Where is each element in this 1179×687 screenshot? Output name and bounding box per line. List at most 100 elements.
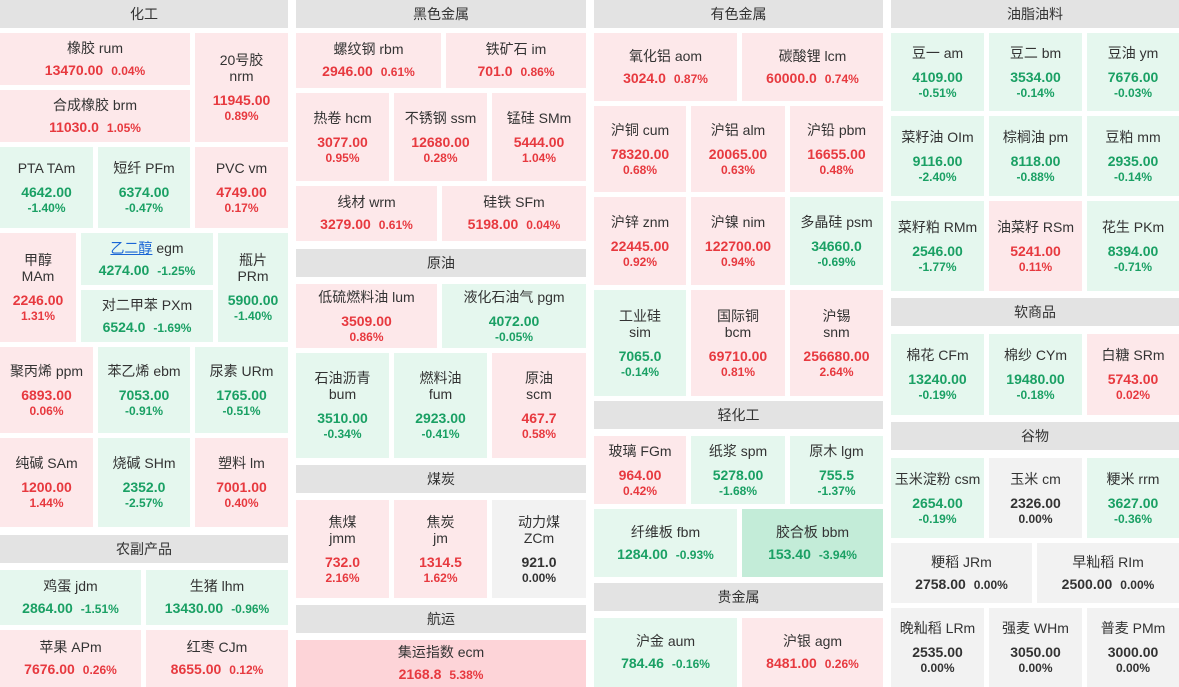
contract-tile[interactable]: 沪锌 znm 22445.00 0.92% — [594, 197, 686, 285]
contract-tile[interactable]: 菜籽油 OIm 9116.00 -2.40% — [891, 116, 984, 196]
contract-tile[interactable]: 线材 wrm 3279.00 0.61% — [296, 186, 437, 241]
contract-tile[interactable]: 豆一 am 4109.00 -0.51% — [891, 33, 984, 111]
contract-change: 5.38% — [449, 668, 484, 682]
contract-name: 鸡蛋 jdm — [43, 578, 98, 594]
contract-name: 苯乙烯 ebm — [107, 362, 181, 379]
contract-tile[interactable]: 强麦 WHm 3050.00 0.00% — [989, 608, 1082, 687]
contract-change: 0.02% — [1115, 388, 1151, 402]
contract-tile[interactable]: 动力煤 ZCm 921.0 0.00% — [492, 500, 586, 598]
contract-change: -0.14% — [1113, 169, 1153, 184]
contract-tile[interactable]: 烧碱 SHm 2352.0 -2.57% — [98, 438, 190, 527]
contract-tile[interactable]: 沪银 agm 8481.00 0.26% — [742, 618, 883, 687]
contract-tile[interactable]: 合成橡胶 brm 11030.0 1.05% — [0, 90, 190, 142]
contract-tile[interactable]: 国际铜 bcm 69710.00 0.81% — [691, 290, 785, 396]
contract-change: -0.88% — [1016, 169, 1055, 184]
contract-tile[interactable]: 粳稻 JRm 2758.00 0.00% — [891, 543, 1032, 603]
contract-tile[interactable]: 沪铜 cum 78320.00 0.68% — [594, 106, 686, 192]
contract-tile[interactable]: 焦炭 jm 1314.5 1.62% — [394, 500, 487, 598]
contract-tile[interactable]: 沪锡 snm 256680.00 2.64% — [790, 290, 883, 396]
contract-tile[interactable]: 豆油 ym 7676.00 -0.03% — [1087, 33, 1179, 111]
contract-tile[interactable]: 原油 scm 467.7 0.58% — [492, 353, 586, 458]
contract-name[interactable]: 乙二醇 egm — [110, 239, 184, 256]
contract-tile[interactable]: 胶合板 bbm 153.40 -3.94% — [742, 509, 883, 577]
contract-tile[interactable]: 沪铝 alm 20065.00 0.63% — [691, 106, 785, 192]
contract-tile[interactable]: 鸡蛋 jdm 2864.00 -1.51% — [0, 570, 141, 625]
contract-change: -0.47% — [124, 201, 164, 215]
contract-tile[interactable]: 纸浆 spm 5278.00 -1.68% — [691, 436, 785, 504]
contract-tile[interactable]: 菜籽粕 RMm 2546.00 -1.77% — [891, 201, 984, 291]
contract-tile[interactable]: 多晶硅 psm 34660.0 -0.69% — [790, 197, 883, 285]
contract-price: 256680.00 — [803, 347, 870, 364]
contract-price: 22445.00 — [610, 237, 670, 254]
contract-tile[interactable]: 玉米淀粉 csm 2654.00 -0.19% — [891, 458, 984, 538]
contract-price: 6524.0 — [102, 318, 146, 335]
contract-tile[interactable]: 碳酸锂 lcm 60000.0 0.74% — [742, 33, 883, 101]
contract-tile[interactable]: 短纤 PFm 6374.00 -0.47% — [98, 147, 190, 228]
contract-tile[interactable]: 焦煤 jmm 732.0 2.16% — [296, 500, 389, 598]
contract-change: 0.63% — [720, 162, 756, 177]
contract-tile[interactable]: 纯碱 SAm 1200.00 1.44% — [0, 438, 93, 527]
contract-tile[interactable]: 20号胶 nrm 11945.00 0.89% — [195, 33, 288, 142]
contract-tile[interactable]: 花生 PKm 8394.00 -0.71% — [1087, 201, 1179, 291]
contract-tile[interactable]: 苹果 APm 7676.00 0.26% — [0, 630, 141, 687]
contract-tile[interactable]: 豆二 bm 3534.00 -0.14% — [989, 33, 1082, 111]
contract-tile[interactable]: 不锈钢 ssm 12680.00 0.28% — [394, 93, 487, 181]
contract-tile[interactable]: 沪镍 nim 122700.00 0.94% — [691, 197, 785, 285]
contract-tile[interactable]: 集运指数 ecm 2168.8 5.38% — [296, 640, 586, 687]
contract-tile[interactable]: 乙二醇 egm 4274.00 -1.25% — [81, 233, 213, 285]
contract-tile[interactable]: 晚籼稻 LRm 2535.00 0.00% — [891, 608, 984, 687]
contract-tile[interactable]: 白糖 SRm 5743.00 0.02% — [1087, 334, 1179, 415]
contract-tile[interactable]: 纤维板 fbm 1284.00 -0.93% — [594, 509, 737, 577]
contract-name: 晚籼稻 LRm — [899, 620, 976, 636]
contract-price: 2535.00 — [912, 644, 963, 660]
contract-tile[interactable]: 尿素 URm 1765.00 -0.51% — [195, 347, 288, 433]
contract-name: 纯碱 SAm — [15, 455, 78, 471]
contract-tile[interactable]: 热卷 hcm 3077.00 0.95% — [296, 93, 389, 181]
contract-price: 4109.00 — [912, 68, 963, 85]
contract-tile[interactable]: 棕榈油 pm 8118.00 -0.88% — [989, 116, 1082, 196]
contract-tile[interactable]: 苯乙烯 ebm 7053.00 -0.91% — [98, 347, 190, 433]
contract-name: 豆二 bm — [1009, 44, 1062, 61]
contract-tile[interactable]: 低硫燃料油 lum 3509.00 0.86% — [296, 284, 437, 348]
contract-tile[interactable]: 螺纹钢 rbm 2946.00 0.61% — [296, 33, 441, 88]
contract-tile[interactable]: 沪铅 pbm 16655.00 0.48% — [790, 106, 883, 192]
contract-tile[interactable]: 豆粕 mm 2935.00 -0.14% — [1087, 116, 1179, 196]
contract-tile[interactable]: 早籼稻 RIm 2500.00 0.00% — [1037, 543, 1179, 603]
contract-tile[interactable]: 生猪 lhm 13430.00 -0.96% — [146, 570, 288, 625]
contract-change: 0.26% — [824, 657, 859, 671]
contract-tile[interactable]: 聚丙烯 ppm 6893.00 0.06% — [0, 347, 93, 433]
contract-price: 19480.00 — [1006, 371, 1065, 387]
contract-tile[interactable]: 油菜籽 RSm 5241.00 0.11% — [989, 201, 1082, 291]
contract-tile[interactable]: 铁矿石 im 701.0 0.86% — [446, 33, 586, 88]
contract-tile[interactable]: 红枣 CJm 8655.00 0.12% — [146, 630, 288, 687]
contract-tile[interactable]: 燃料油 fum 2923.00 -0.41% — [394, 353, 487, 458]
contract-tile[interactable]: PVC vm 4749.00 0.17% — [195, 147, 288, 228]
contract-tile[interactable]: 石油沥青 bum 3510.00 -0.34% — [296, 353, 389, 458]
contract-name: 沪锡 snm — [822, 307, 851, 340]
contract-tile[interactable]: 液化石油气 pgm 4072.00 -0.05% — [442, 284, 586, 348]
contract-tile[interactable]: 硅铁 SFm 5198.00 0.04% — [442, 186, 586, 241]
contract-tile[interactable]: 玻璃 FGm 964.00 0.42% — [594, 436, 686, 504]
contract-tile[interactable]: 塑料 lm 7001.00 0.40% — [195, 438, 288, 527]
contract-tile[interactable]: 甲醇 MAm 2246.00 1.31% — [0, 233, 76, 342]
contract-name: 菜籽油 OIm — [901, 128, 974, 145]
contract-tile[interactable]: 粳米 rrm 3627.00 -0.36% — [1087, 458, 1179, 538]
contract-name: 甲醇 MAm — [21, 252, 55, 284]
contract-tile[interactable]: 氧化铝 aom 3024.0 0.87% — [594, 33, 737, 101]
contract-tile[interactable]: 工业硅 sim 7065.0 -0.14% — [594, 290, 686, 396]
contract-tile[interactable]: 棉花 CFm 13240.00 -0.19% — [891, 334, 984, 415]
contract-tile[interactable]: PTA TAm 4642.00 -1.40% — [0, 147, 93, 228]
contract-tile[interactable]: 瓶片 PRm 5900.00 -1.40% — [218, 233, 288, 342]
contract-name: 豆粕 mm — [1105, 128, 1161, 145]
contract-tile[interactable]: 普麦 PMm 3000.00 0.00% — [1087, 608, 1179, 687]
contract-name: 棕榈油 pm — [1002, 128, 1069, 145]
contract-tile[interactable]: 橡胶 rum 13470.00 0.04% — [0, 33, 190, 85]
contract-change: -0.91% — [124, 403, 164, 418]
contract-tile[interactable]: 沪金 aum 784.46 -0.16% — [594, 618, 737, 687]
contract-tile[interactable]: 玉米 cm 2326.00 0.00% — [989, 458, 1082, 538]
contract-tile[interactable]: 棉纱 CYm 19480.00 -0.18% — [989, 334, 1082, 415]
contract-tile[interactable]: 锰硅 SMm 5444.00 1.04% — [492, 93, 586, 181]
contract-name: 沪铝 alm — [710, 121, 766, 138]
contract-tile[interactable]: 对二甲苯 PXm 6524.0 -1.69% — [81, 290, 213, 342]
contract-tile[interactable]: 原木 lgm 755.5 -1.37% — [790, 436, 883, 504]
